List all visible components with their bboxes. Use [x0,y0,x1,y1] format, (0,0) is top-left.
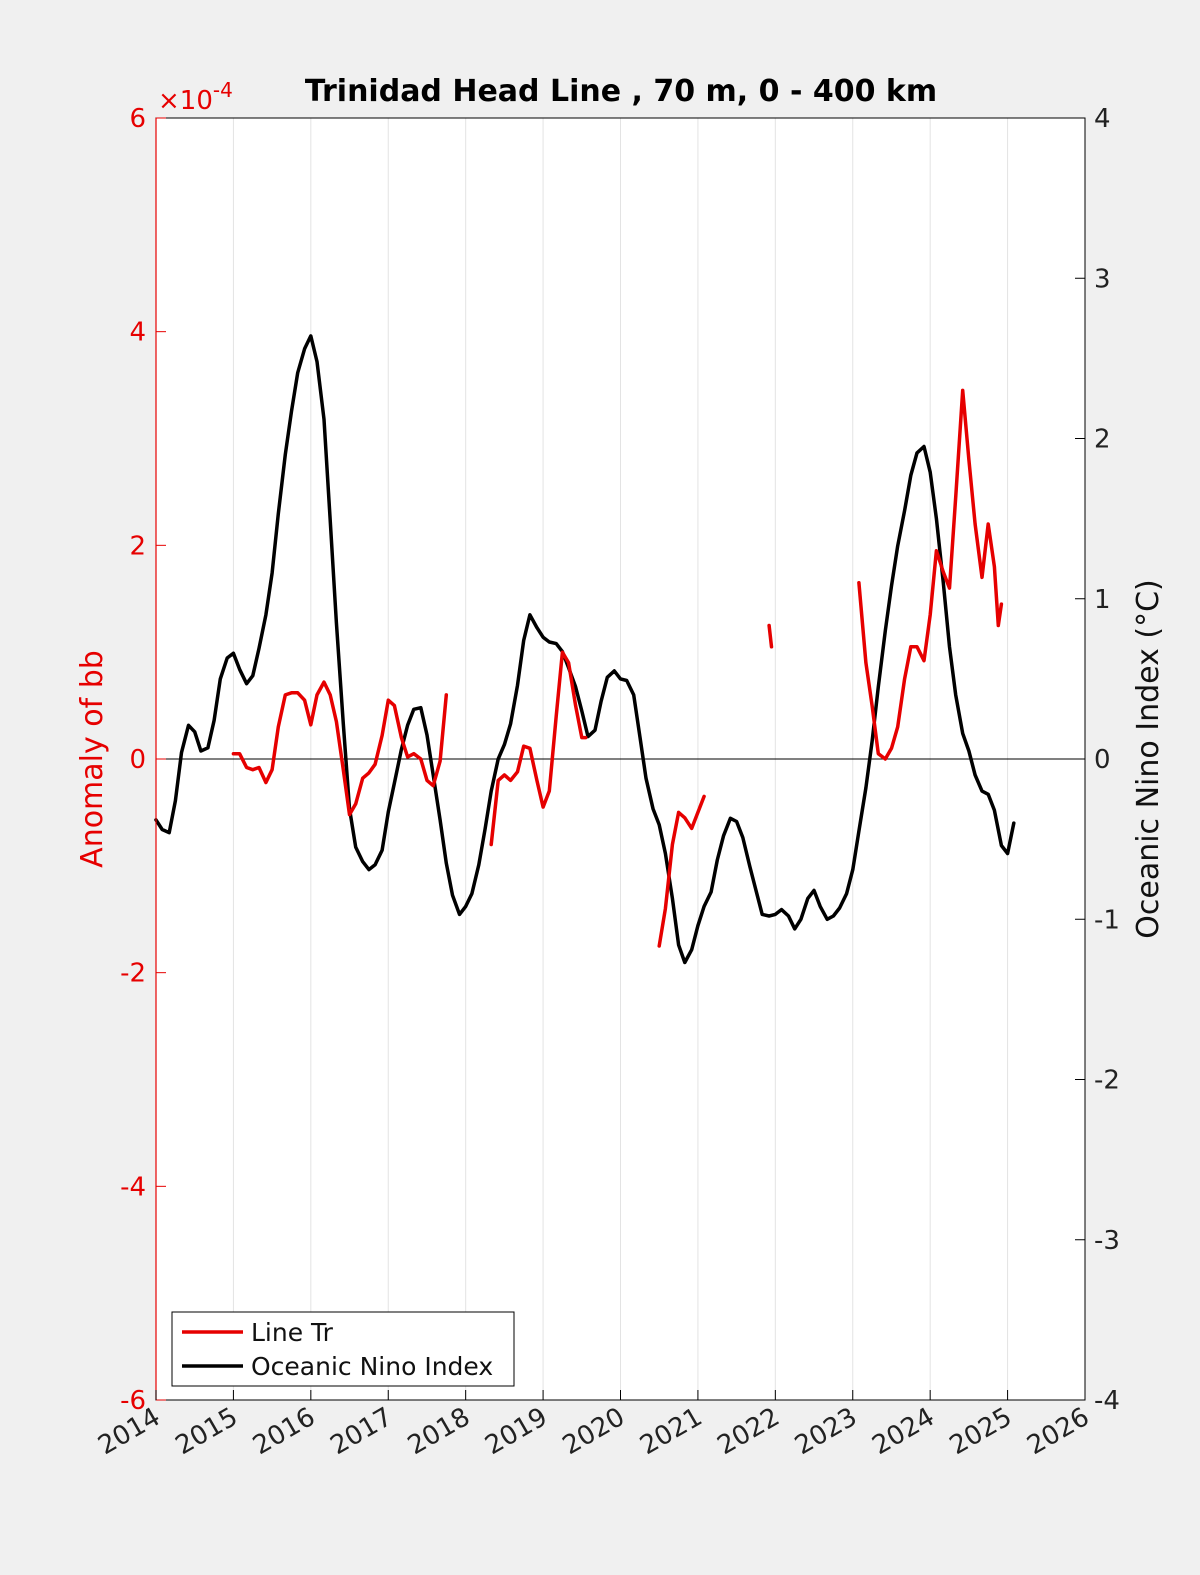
x-tick-label: 2018 [403,1402,475,1461]
right-tick-label: -1 [1094,905,1120,935]
left-tick-label: 6 [129,104,146,134]
legend: Line Tr Oceanic Nino Index [171,1311,515,1387]
left-axis: -6 -4 -2 0 2 4 6 [120,104,166,1416]
left-axis-exponent: ×10-4 [158,78,233,116]
left-axis-label: Anomaly of bb [75,650,110,868]
right-tick-label: -4 [1094,1386,1120,1416]
x-tick-label: 2015 [171,1402,243,1461]
legend-label-line-tr: Line Tr [251,1318,334,1347]
right-axis-label: Oceanic Nino Index (°C) [1131,579,1166,939]
x-tick-label: 2020 [558,1402,630,1461]
right-tick-label: -2 [1094,1066,1120,1096]
series-oni-segment-0 [154,334,1016,965]
left-tick-label: -4 [120,1172,146,1202]
right-axis: -4 -3 -2 -1 0 1 2 3 4 [1075,104,1120,1416]
legend-box [171,1311,515,1387]
x-tick-label: 2021 [635,1402,707,1461]
right-tick-label: -3 [1094,1226,1120,1256]
legend-label-oni: Oceanic Nino Index [251,1352,493,1381]
right-tick-label: 1 [1094,585,1111,615]
series-layer [154,334,1016,965]
series-line-tr-segment-1 [489,650,588,847]
right-tick-label: 2 [1094,425,1111,455]
x-tick-label: 2024 [867,1402,939,1461]
series-line-tr-segment-2 [657,794,706,948]
right-tick-label: 0 [1094,745,1111,775]
x-tick-label: 2016 [248,1402,320,1461]
left-tick-label: 2 [129,531,146,561]
left-tick-label: 0 [129,745,146,775]
left-tick-label: -6 [120,1386,146,1416]
left-tick-label: -2 [120,959,146,989]
series-line-tr-segment-4 [857,388,1004,761]
right-tick-label: 4 [1094,104,1111,134]
x-axis: 2014 2015 2016 2017 2018 2019 2020 2021 2022 2023… [93,1390,1095,1461]
series-line-tr-segment-0 [231,680,449,817]
x-tick-label: 2022 [713,1402,785,1461]
x-tick-label: 2019 [480,1402,552,1461]
chart-title: Trinidad Head Line , 70 m, 0 - 400 km [305,74,937,109]
x-tick-label: 2026 [1022,1402,1094,1461]
x-tick-label: 2025 [945,1402,1017,1461]
series-line-tr-segment-3 [767,623,774,649]
x-tick-label: 2017 [325,1402,397,1461]
right-tick-label: 3 [1094,264,1111,294]
x-tick-label: 2023 [790,1402,862,1461]
left-tick-label: 4 [129,318,146,348]
